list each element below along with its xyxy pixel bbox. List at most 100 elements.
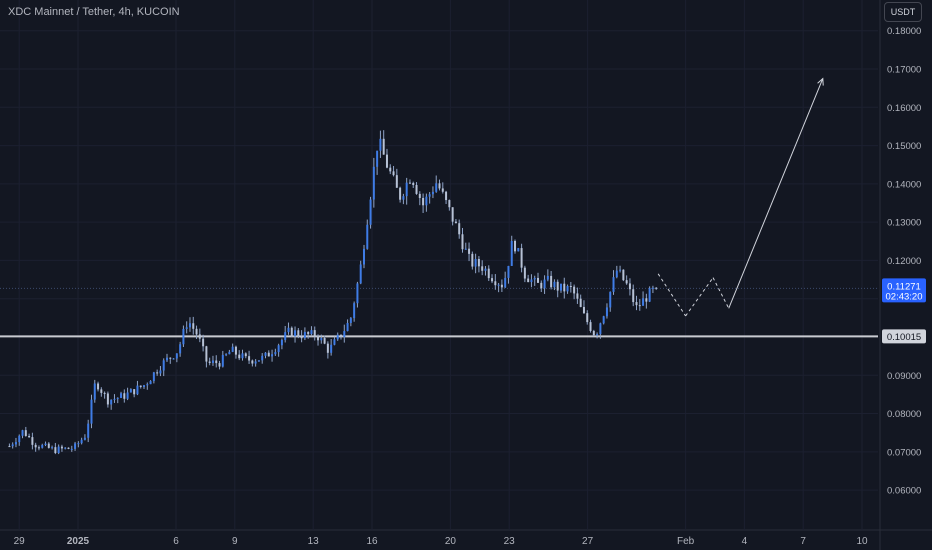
candle-body xyxy=(41,445,44,448)
candle-body xyxy=(238,354,241,359)
candle-body xyxy=(271,354,274,357)
candle-body xyxy=(362,248,365,265)
candles xyxy=(8,130,658,455)
candle-body xyxy=(468,248,471,254)
candle-body xyxy=(28,435,31,438)
candle-body xyxy=(556,281,559,291)
time-axis[interactable]: 29 2025 6 9 13 16 20 23 27 Feb 4 7 10 xyxy=(14,536,868,547)
candle-body xyxy=(645,298,648,302)
price-axis[interactable]: 0.18000 0.17000 0.16000 0.15000 0.14000 0.130… xyxy=(887,26,921,496)
candle-body xyxy=(638,305,641,307)
candle-body xyxy=(586,313,589,323)
candle-body xyxy=(192,323,195,329)
candle-body xyxy=(126,392,129,399)
candle-body xyxy=(612,277,615,292)
candle-body xyxy=(372,166,375,200)
candle-body xyxy=(500,284,503,288)
candle-body xyxy=(602,316,605,324)
y-tick-label: 0.09000 xyxy=(887,371,921,382)
candle-body xyxy=(484,268,487,271)
candle-body xyxy=(317,336,320,341)
candle-body xyxy=(284,332,287,341)
candle-body xyxy=(399,187,402,200)
candle-body xyxy=(287,327,290,333)
candle-body xyxy=(356,283,359,304)
x-tick-label: 20 xyxy=(445,536,457,547)
candle-body xyxy=(471,253,474,267)
candle-body xyxy=(211,360,214,363)
candle-body xyxy=(655,287,658,289)
x-tick-label: 10 xyxy=(856,536,868,547)
candle-body xyxy=(359,264,362,284)
candle-body xyxy=(448,200,451,208)
candle-body xyxy=(74,443,77,449)
candle-body xyxy=(481,266,484,271)
y-tick-label: 0.07000 xyxy=(887,447,921,458)
candle-body xyxy=(569,286,572,288)
candle-body xyxy=(340,334,343,338)
candle-body xyxy=(54,447,57,454)
candle-body xyxy=(310,330,313,335)
projection-segment xyxy=(685,277,714,317)
candle-body xyxy=(257,360,260,362)
candle-body xyxy=(323,337,326,344)
candle-body xyxy=(582,306,585,314)
level-price-value: 0.10015 xyxy=(887,332,921,343)
candle-body xyxy=(241,353,244,359)
x-tick-label: 29 xyxy=(14,536,26,547)
candle-body xyxy=(11,444,14,447)
candle-body xyxy=(47,443,50,448)
candle-body xyxy=(113,398,116,400)
candle-body xyxy=(67,447,70,449)
projection-segment xyxy=(712,277,730,309)
x-tick-label: 23 xyxy=(504,536,516,547)
x-tick-label: 6 xyxy=(173,536,179,547)
candle-body xyxy=(428,194,431,197)
candle-body xyxy=(21,430,24,436)
candle-body xyxy=(320,337,323,341)
candle-body xyxy=(231,346,234,352)
candle-body xyxy=(349,318,352,323)
candle-body xyxy=(418,193,421,198)
candle-body xyxy=(402,196,405,200)
candle-body xyxy=(474,258,477,267)
candle-body xyxy=(382,138,385,155)
y-tick-label: 0.12000 xyxy=(887,256,921,267)
candle-body xyxy=(605,307,608,317)
candle-body xyxy=(215,360,218,364)
candle-body xyxy=(343,331,346,338)
candle-body xyxy=(208,361,211,363)
candle-body xyxy=(533,277,536,280)
candle-body xyxy=(497,284,500,286)
candle-body xyxy=(464,248,467,250)
candle-body xyxy=(297,330,300,337)
candle-body xyxy=(64,447,67,449)
candle-body xyxy=(579,298,582,307)
candle-body xyxy=(330,344,333,353)
x-tick-label: 4 xyxy=(742,536,748,547)
candle-body xyxy=(179,344,182,354)
candle-body xyxy=(221,354,224,367)
candle-body xyxy=(77,443,80,445)
candle-body xyxy=(159,370,162,374)
candle-body xyxy=(80,439,83,444)
candle-body xyxy=(642,298,645,306)
x-tick-label: 16 xyxy=(366,536,378,547)
candle-body xyxy=(422,197,425,206)
x-tick-label: 13 xyxy=(308,536,320,547)
candle-body xyxy=(461,234,464,250)
candle-body xyxy=(369,199,372,225)
currency-button[interactable]: USDT xyxy=(884,2,922,22)
candle-body xyxy=(136,385,139,395)
projection-segment xyxy=(728,78,824,309)
candle-body xyxy=(477,258,480,267)
candle-body xyxy=(438,183,441,189)
x-tick-label: 7 xyxy=(800,536,806,547)
candle-body xyxy=(435,183,438,192)
candle-body xyxy=(395,175,398,188)
candle-body xyxy=(458,223,461,235)
candle-body xyxy=(225,354,228,356)
candle-body xyxy=(182,328,185,345)
candle-body xyxy=(14,442,17,445)
